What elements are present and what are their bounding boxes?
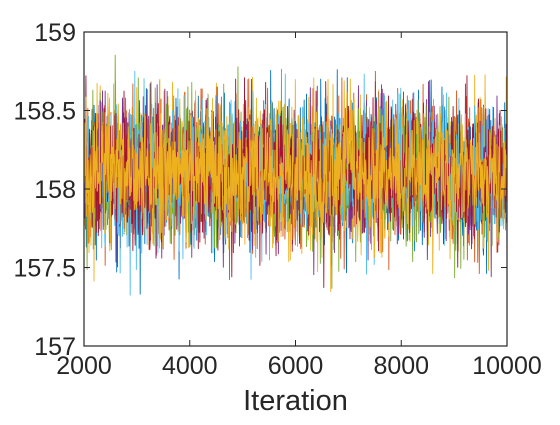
x-tick-label: 10000 [472,352,542,380]
ticks-group: 2000 4000 6000 8000 10000 157 157.5 158 158.5 159 [13,19,541,380]
x-tick-label: 2000 [56,352,112,380]
x-axis-label: Iteration [243,385,348,417]
axes-group [83,31,508,347]
y-tick-label: 157 [34,333,76,361]
y-tick-label: 159 [34,19,76,47]
y-tick-label: 157.5 [13,255,76,283]
y-tick-label: 158.5 [13,98,76,126]
y-tick-label: 158 [34,176,76,204]
series-group [84,54,507,296]
trace-series-8 [84,78,507,275]
x-tick-label: 4000 [162,352,218,380]
x-tick-label: 8000 [373,352,429,380]
x-tick-label: 6000 [268,352,324,380]
